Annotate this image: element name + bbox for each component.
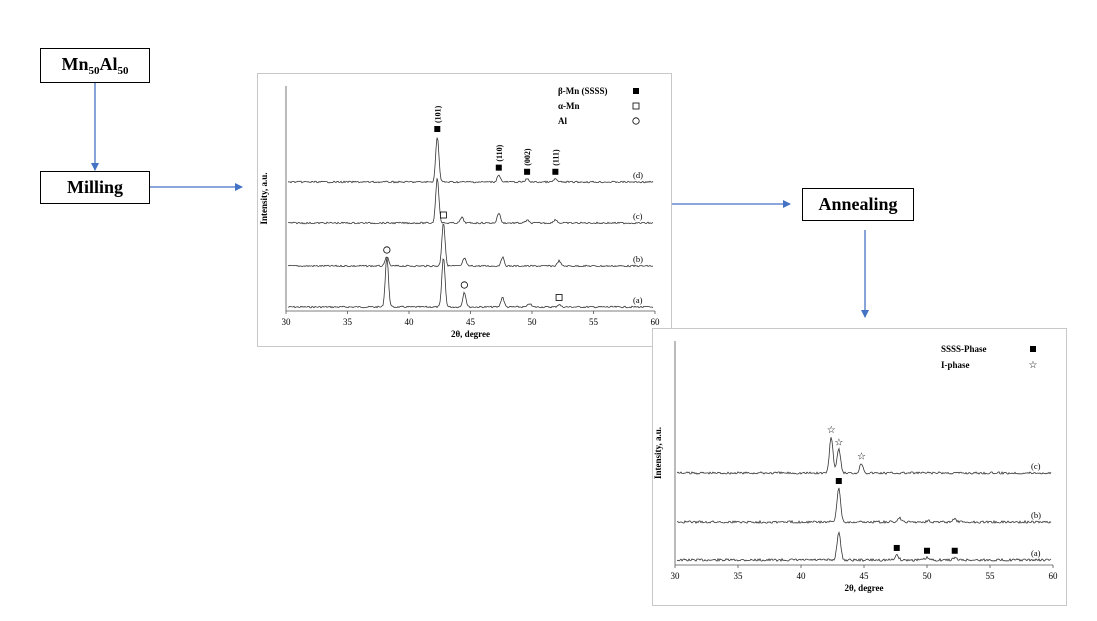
series-label: (c) (1031, 461, 1041, 471)
peak-marker (835, 478, 842, 484)
peak-marker (440, 211, 447, 219)
legend-marker (1030, 346, 1036, 352)
legend-marker (632, 102, 640, 110)
peak-marker: ☆ (827, 425, 836, 436)
legend-marker: ☆ (1029, 360, 1038, 371)
peak-marker (495, 164, 502, 171)
xrd-chart-milled: 30 35 40 45 50 55 60 2θ, degree Intensity, a.u. β… (259, 86, 661, 339)
x-tick-label: 30 (671, 571, 681, 581)
material-sub-al: 50 (117, 65, 129, 77)
xrd-panel-annealed: 30 35 40 45 50 55 60 2θ, degree Intensity, a.u. S… (652, 328, 1067, 606)
x-tick-label: 35 (343, 317, 353, 327)
series-label: (b) (1031, 510, 1041, 520)
series-line (287, 223, 654, 268)
peak-marker: ☆ (834, 438, 843, 449)
milling-box: Milling (40, 171, 150, 204)
series-line (287, 257, 654, 309)
series-label: (a) (1031, 548, 1041, 558)
legend-label: I-phase (941, 360, 970, 370)
series-line (676, 530, 1052, 562)
series-line (287, 137, 654, 184)
y-axis-label: Intensity, a.u. (259, 172, 269, 224)
peak-index-label: (110) (495, 144, 504, 161)
peak-marker (524, 168, 531, 175)
series-label: (b) (633, 254, 643, 264)
peak-marker (460, 281, 468, 289)
series-label: (d) (633, 170, 643, 180)
y-axis-label: Intensity, a.u. (653, 427, 663, 479)
peak-marker (383, 246, 391, 254)
material-box: Mn50Al50 (40, 48, 150, 83)
material-element-mn: Mn (61, 54, 89, 74)
peak-index-label: (002) (523, 148, 532, 166)
material-element-al: Al (99, 54, 118, 74)
peak-marker (434, 126, 441, 132)
series-label: (c) (633, 211, 643, 221)
legend-label: α-Mn (558, 101, 580, 111)
legend-label: Al (558, 116, 567, 126)
x-tick-label: 30 (282, 317, 292, 327)
series-line (676, 487, 1052, 525)
peak-marker (893, 544, 900, 551)
x-axis-label: 2θ, degree (844, 583, 883, 593)
x-tick-label: 60 (1049, 571, 1059, 581)
xrd-panel-milled: 30 35 40 45 50 55 60 2θ, degree Intensity, a.u. β… (257, 73, 672, 347)
series-line (676, 437, 1052, 475)
material-label: Mn50Al50 (62, 54, 129, 77)
peak-index-label: (101) (433, 105, 442, 123)
x-tick-label: 45 (860, 571, 870, 581)
peak-index-label: (111) (551, 149, 560, 166)
x-tick-label: 40 (405, 317, 415, 327)
x-tick-label: 40 (797, 571, 807, 581)
x-tick-label: 35 (734, 571, 744, 581)
legend-label: β-Mn (SSSS) (558, 86, 608, 96)
peak-marker (555, 294, 563, 301)
x-tick-label: 50 (923, 571, 933, 581)
legend-label: SSSS-Phase (941, 344, 987, 354)
peak-marker (951, 547, 958, 554)
milling-label: Milling (66, 177, 123, 197)
x-tick-label: 55 (589, 317, 599, 327)
x-tick-label: 45 (466, 317, 476, 327)
series-label: (a) (633, 295, 643, 305)
legend-marker (633, 88, 639, 94)
peak-marker (552, 168, 559, 175)
series-line (288, 178, 654, 225)
annealing-label: Annealing (818, 194, 898, 214)
x-tick-label: 60 (651, 317, 661, 327)
x-axis-label: 2θ, degree (451, 329, 490, 339)
x-tick-label: 55 (986, 571, 996, 581)
legend-marker (632, 117, 640, 125)
annealing-box: Annealing (802, 188, 914, 221)
peak-marker (924, 547, 930, 554)
peak-marker: ☆ (857, 451, 866, 462)
xrd-chart-annealed: 30 35 40 45 50 55 60 2θ, degree Intensity, a.u. S… (653, 341, 1059, 593)
x-tick-label: 50 (528, 317, 538, 327)
material-sub-mn: 50 (88, 65, 100, 77)
